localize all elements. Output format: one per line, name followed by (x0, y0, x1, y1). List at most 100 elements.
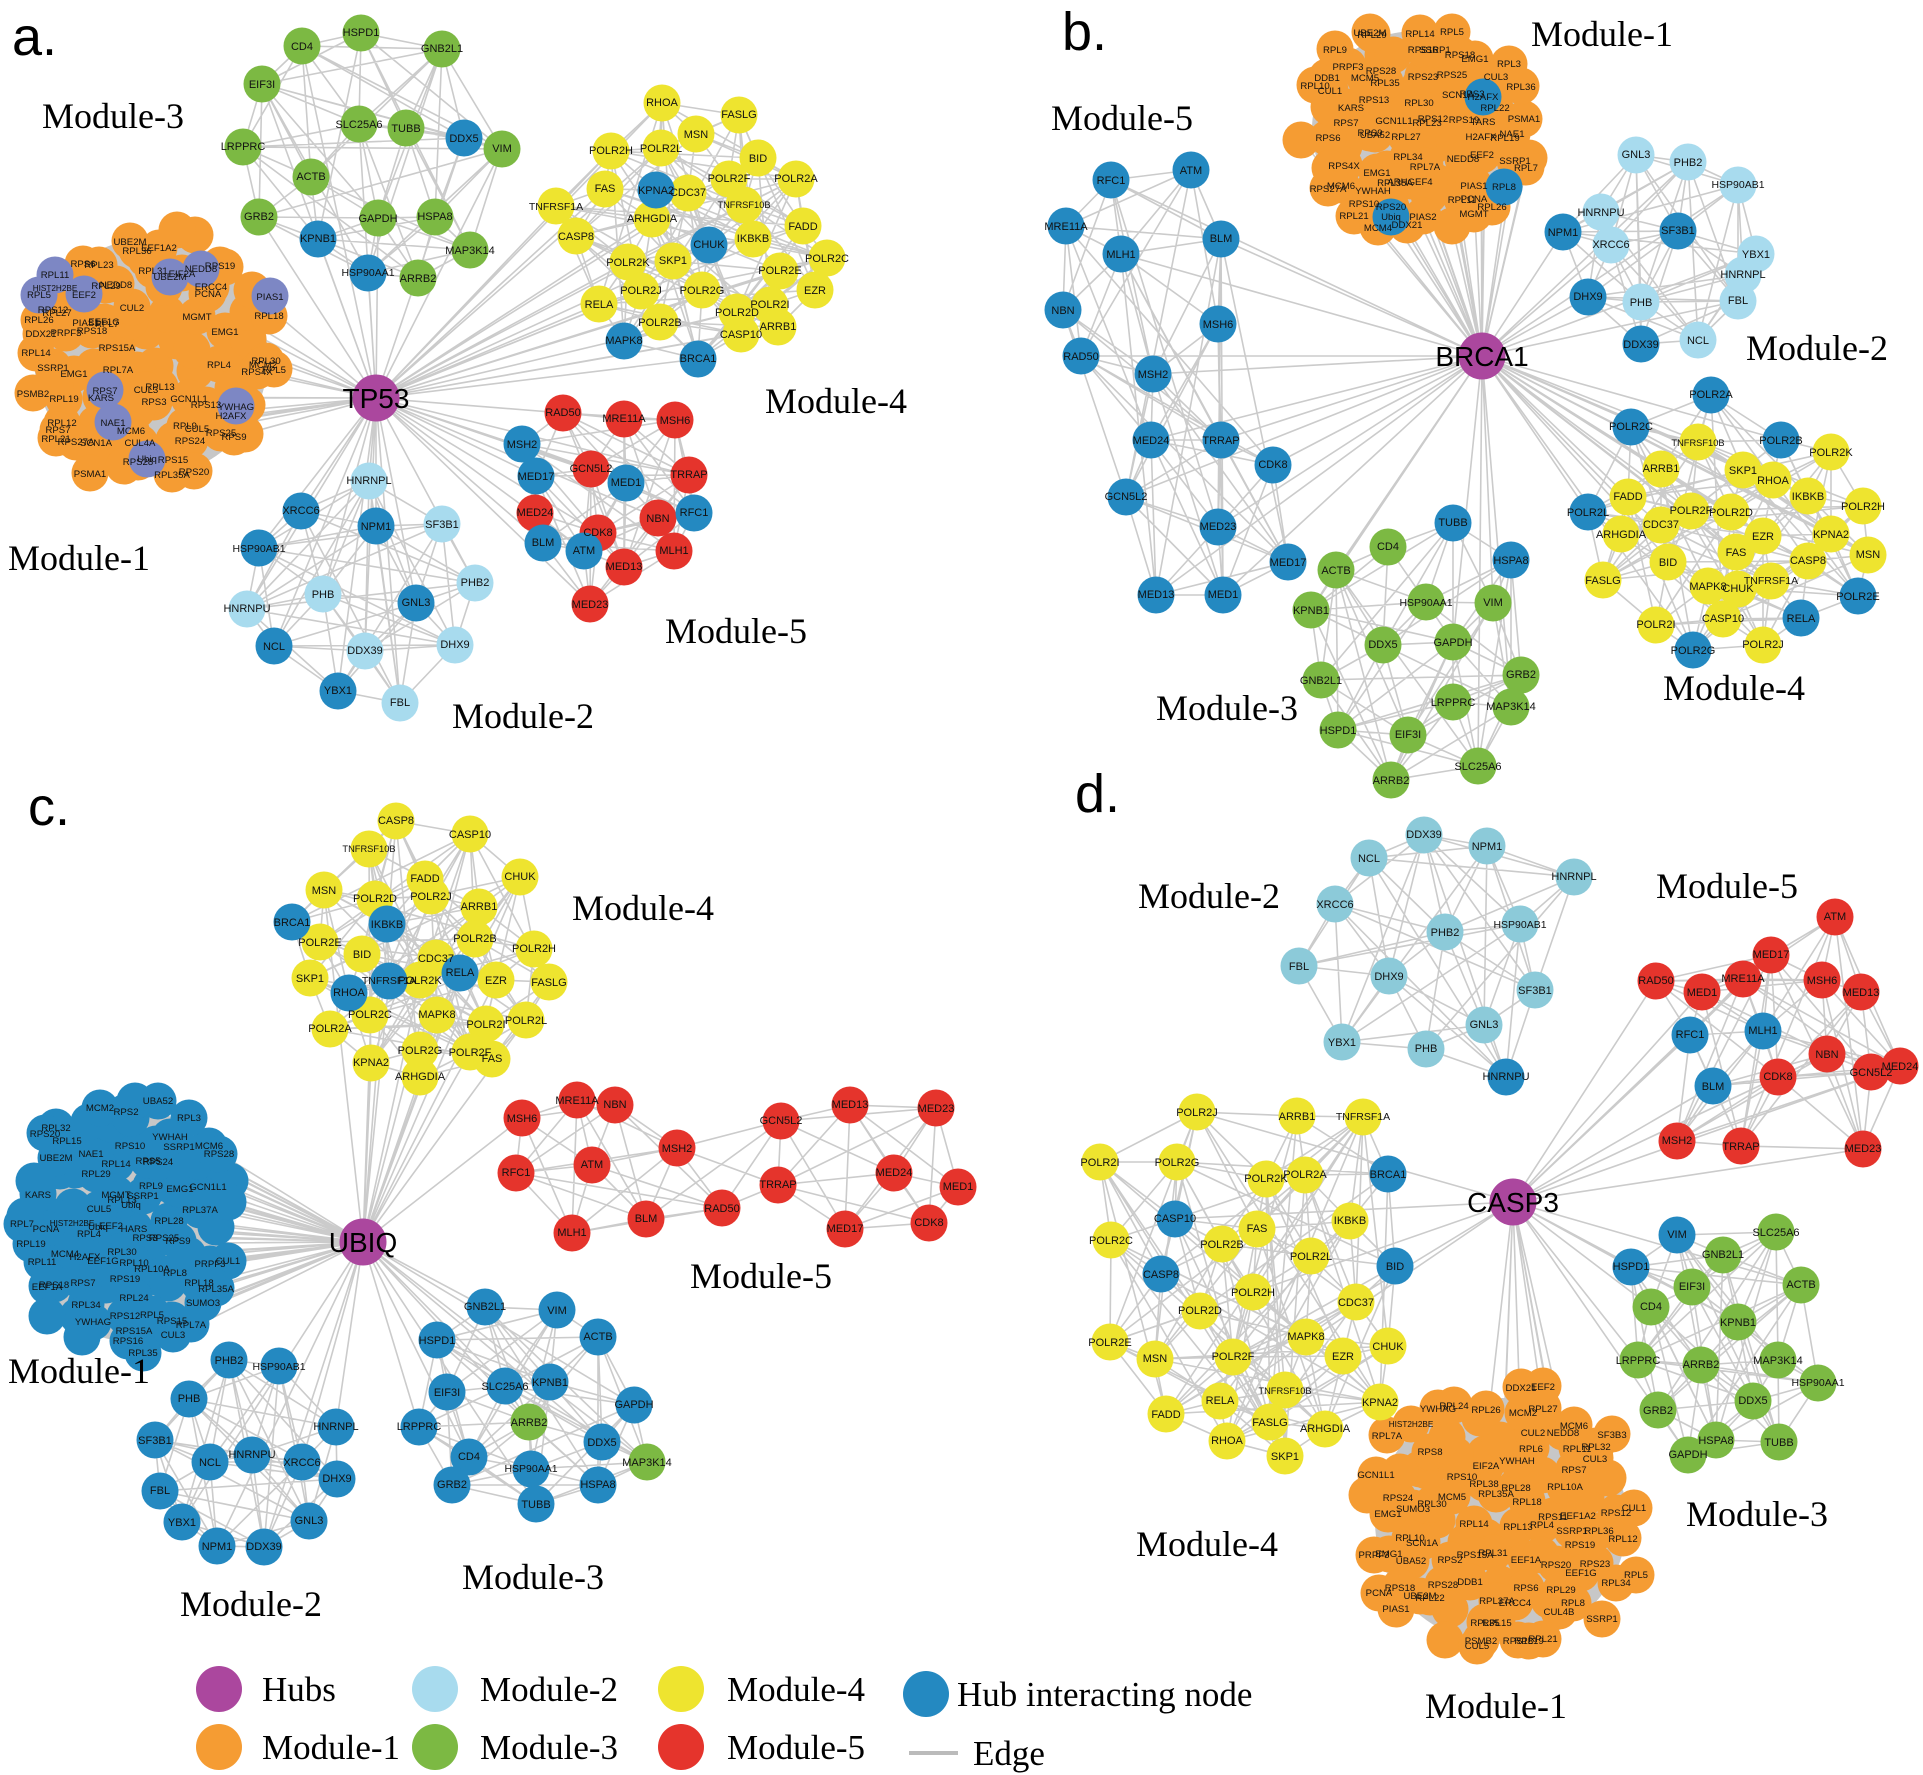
svg-text:RPS13: RPS13 (1359, 95, 1389, 106)
svg-text:ARHGDIA: ARHGDIA (627, 213, 678, 225)
svg-text:CASP8: CASP8 (558, 231, 594, 243)
svg-text:LRPPRC: LRPPRC (397, 1421, 442, 1433)
svg-text:RPS8: RPS8 (1417, 1447, 1442, 1458)
svg-text:EZR: EZR (804, 285, 826, 297)
svg-text:FASLG: FASLG (531, 977, 566, 989)
svg-text:SCN1A: SCN1A (1442, 90, 1475, 101)
svg-text:SCN1A: SCN1A (80, 438, 113, 449)
svg-text:TP53: TP53 (343, 383, 410, 414)
svg-text:RPS15A: RPS15A (99, 343, 136, 354)
svg-text:RPS18: RPS18 (77, 326, 107, 337)
svg-text:HSPD1: HSPD1 (419, 1335, 456, 1347)
svg-text:TNFRSF1A: TNFRSF1A (362, 975, 416, 987)
svg-text:PHB2: PHB2 (1674, 157, 1703, 169)
svg-text:SSRP1: SSRP1 (1586, 1614, 1617, 1625)
svg-text:POLR2K: POLR2K (606, 257, 650, 269)
svg-text:MED24: MED24 (876, 1167, 913, 1179)
svg-text:POLR2L: POLR2L (1290, 1251, 1332, 1263)
svg-text:POLR2G: POLR2G (680, 285, 725, 297)
svg-text:EEF1A2: EEF1A2 (141, 243, 177, 254)
svg-text:IKBKB: IKBKB (371, 919, 403, 931)
svg-text:RPS15A: RPS15A (1457, 1550, 1494, 1561)
svg-text:Ubiq: Ubiq (137, 454, 157, 465)
svg-text:EEF1G: EEF1G (87, 1256, 118, 1267)
svg-text:VIM: VIM (1483, 597, 1503, 609)
svg-text:RPL4: RPL4 (207, 360, 232, 371)
svg-text:MAP3K14: MAP3K14 (1753, 1355, 1803, 1367)
svg-text:POLR2J: POLR2J (1742, 639, 1784, 651)
svg-text:RPL35: RPL35 (1370, 78, 1399, 89)
svg-text:EEF1A: EEF1A (1511, 1555, 1542, 1566)
svg-text:TUBB: TUBB (521, 1499, 550, 1511)
svg-text:TNFRSF1A: TNFRSF1A (1744, 575, 1798, 587)
svg-text:FBL: FBL (390, 697, 410, 709)
svg-text:POLR2F: POLR2F (1670, 505, 1713, 517)
svg-text:ATM: ATM (1824, 911, 1846, 923)
svg-text:RPL29: RPL29 (1546, 1585, 1575, 1596)
svg-text:RELA: RELA (1787, 613, 1816, 625)
svg-text:RPL14: RPL14 (1459, 1519, 1489, 1530)
svg-text:RFC1: RFC1 (1676, 1029, 1705, 1041)
svg-text:ACTB: ACTB (1786, 1279, 1815, 1291)
svg-text:HNRNPU: HNRNPU (228, 1449, 275, 1461)
svg-text:Edge: Edge (973, 1734, 1045, 1773)
svg-text:CD4: CD4 (291, 41, 313, 53)
svg-text:DDX21: DDX21 (26, 329, 57, 340)
svg-text:HSPA8: HSPA8 (1493, 555, 1528, 567)
svg-text:HSPA8: HSPA8 (580, 1479, 615, 1491)
svg-text:RPL7A: RPL7A (103, 365, 134, 376)
svg-text:KPNB1: KPNB1 (1720, 1317, 1756, 1329)
svg-text:RPL5: RPL5 (1624, 1570, 1648, 1581)
svg-text:BRCA1: BRCA1 (274, 917, 311, 929)
svg-text:PCNA: PCNA (1366, 1588, 1393, 1599)
svg-text:RPS7: RPS7 (70, 1278, 95, 1289)
svg-text:RPL19: RPL19 (1514, 1636, 1543, 1647)
svg-text:RHOA: RHOA (646, 97, 678, 109)
svg-text:EEF2: EEF2 (1531, 1382, 1555, 1393)
svg-text:NPM1: NPM1 (1472, 841, 1503, 853)
svg-text:VIM: VIM (547, 1305, 567, 1317)
svg-text:GRB2: GRB2 (244, 211, 274, 223)
svg-text:HIST2H2BE: HIST2H2BE (50, 1219, 95, 1228)
svg-text:MRE11A: MRE11A (555, 1095, 599, 1107)
svg-text:RPL21: RPL21 (41, 434, 70, 445)
svg-text:RPS28: RPS28 (1428, 1580, 1458, 1591)
svg-text:POLR2B: POLR2B (453, 933, 496, 945)
svg-text:MCM2: MCM2 (1509, 1408, 1537, 1419)
svg-text:RPL23: RPL23 (1412, 118, 1441, 129)
svg-text:PHB: PHB (178, 1393, 201, 1405)
svg-text:Module-2: Module-2 (1138, 876, 1280, 916)
svg-text:RPL38: RPL38 (1469, 1479, 1498, 1490)
svg-text:POLR2E: POLR2E (1088, 1337, 1131, 1349)
svg-text:RPL19: RPL19 (16, 1239, 45, 1250)
svg-text:Module-4: Module-4 (1663, 668, 1805, 708)
svg-text:RPL35A: RPL35A (154, 470, 190, 481)
svg-text:NCL: NCL (199, 1457, 221, 1469)
svg-text:HIST2H2BE: HIST2H2BE (33, 284, 78, 293)
svg-text:RPS19: RPS19 (110, 1274, 140, 1285)
svg-text:EMG1: EMG1 (1375, 1549, 1402, 1560)
svg-text:RPL27: RPL27 (1391, 132, 1420, 143)
svg-text:GAPDH: GAPDH (1433, 637, 1472, 649)
svg-text:SF3B1: SF3B1 (1661, 225, 1695, 237)
svg-text:BLM: BLM (635, 1213, 658, 1225)
svg-text:HNRNPU: HNRNPU (223, 603, 270, 615)
svg-text:FAS: FAS (595, 183, 616, 195)
svg-text:MSH6: MSH6 (1807, 975, 1838, 987)
svg-text:HARS: HARS (121, 1224, 148, 1235)
svg-text:MSH2: MSH2 (1138, 369, 1169, 381)
svg-text:POLR2I: POLR2I (1080, 1157, 1119, 1169)
svg-text:KPNB1: KPNB1 (1293, 605, 1329, 617)
svg-text:RPS19: RPS19 (205, 261, 235, 272)
svg-text:RPS4X: RPS4X (241, 367, 273, 378)
svg-text:HNRNPL: HNRNPL (1720, 269, 1765, 281)
svg-text:RPL31: RPL31 (1478, 1548, 1507, 1559)
svg-text:RPS25: RPS25 (149, 1233, 179, 1244)
svg-text:RPL14: RPL14 (1405, 29, 1435, 40)
svg-text:LRPPRC: LRPPRC (1431, 697, 1476, 709)
svg-text:POLR2J: POLR2J (410, 891, 452, 903)
svg-text:RPL34: RPL34 (71, 1300, 101, 1311)
svg-text:NPM1: NPM1 (361, 521, 392, 533)
svg-text:PHB: PHB (1630, 297, 1653, 309)
svg-text:RPS28: RPS28 (123, 457, 153, 468)
